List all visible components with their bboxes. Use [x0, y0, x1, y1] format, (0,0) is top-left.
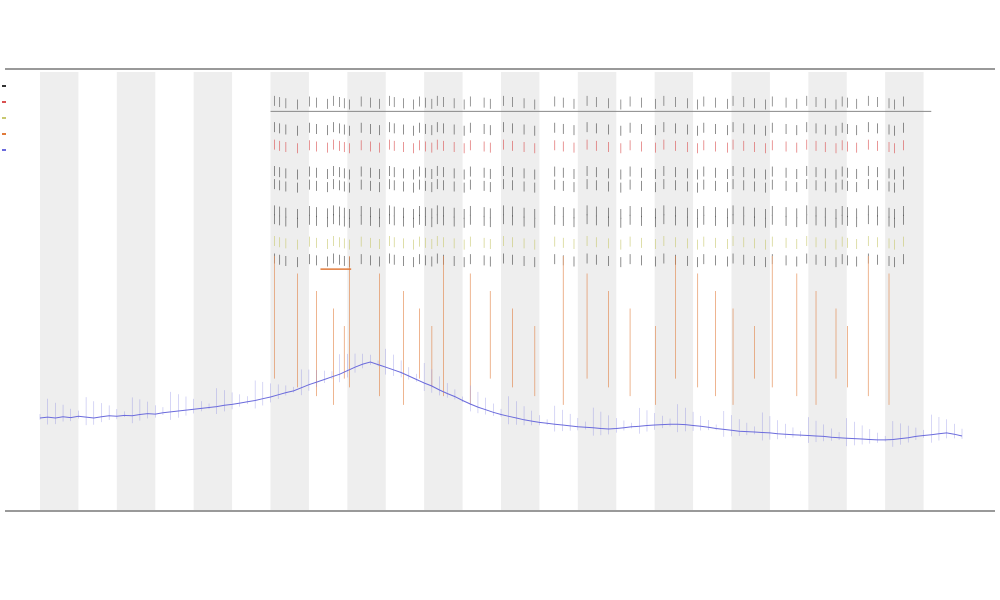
- orange-spikes: [273, 255, 890, 405]
- event-markers: [274, 95, 904, 268]
- background-band: [40, 72, 79, 510]
- series-lines: [39, 348, 963, 447]
- legend-swatch: [2, 149, 6, 151]
- legend-item: [2, 112, 14, 126]
- legend-item: [2, 80, 14, 94]
- background-band: [654, 72, 694, 510]
- legend-item: [2, 128, 14, 142]
- legend-item: [2, 96, 14, 110]
- background-bands: [40, 72, 924, 510]
- background-band: [193, 72, 233, 510]
- background-band: [885, 72, 924, 510]
- background-band: [808, 72, 847, 510]
- legend-swatch: [2, 117, 6, 119]
- legend-swatch: [2, 85, 6, 87]
- chart-legend: [2, 80, 14, 160]
- legend-item: [2, 144, 14, 158]
- background-band: [731, 72, 770, 510]
- background-band: [501, 72, 540, 510]
- background-band: [347, 72, 386, 510]
- legend-swatch: [2, 101, 6, 103]
- annotations: [270, 110, 932, 270]
- background-band: [116, 72, 156, 510]
- legend-swatch: [2, 133, 6, 135]
- background-band: [577, 72, 617, 510]
- background-band: [270, 72, 309, 510]
